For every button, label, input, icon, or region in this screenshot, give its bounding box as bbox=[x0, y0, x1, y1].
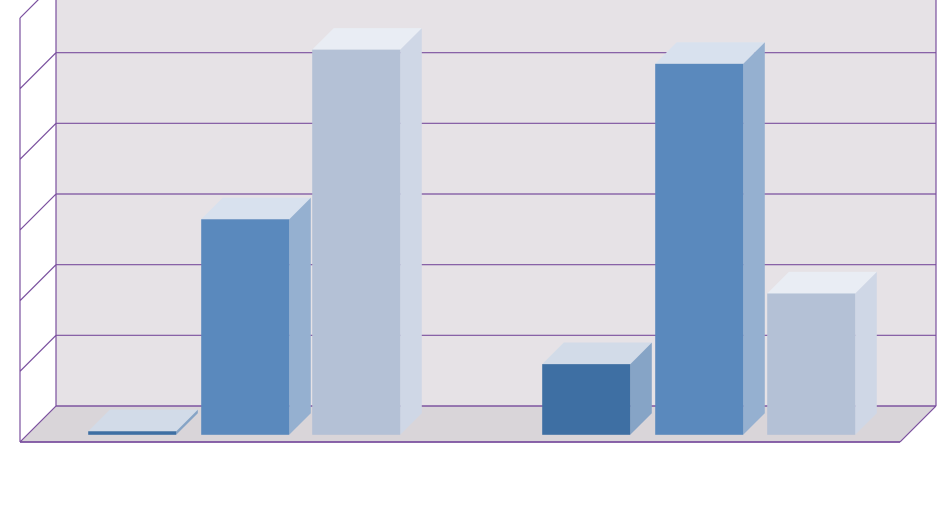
bar-4 bbox=[655, 42, 765, 435]
bar-3 bbox=[542, 343, 652, 435]
bar-2 bbox=[312, 28, 422, 435]
bar-5 bbox=[767, 272, 877, 435]
bar-chart bbox=[0, 0, 940, 514]
bar-1 bbox=[201, 198, 311, 435]
